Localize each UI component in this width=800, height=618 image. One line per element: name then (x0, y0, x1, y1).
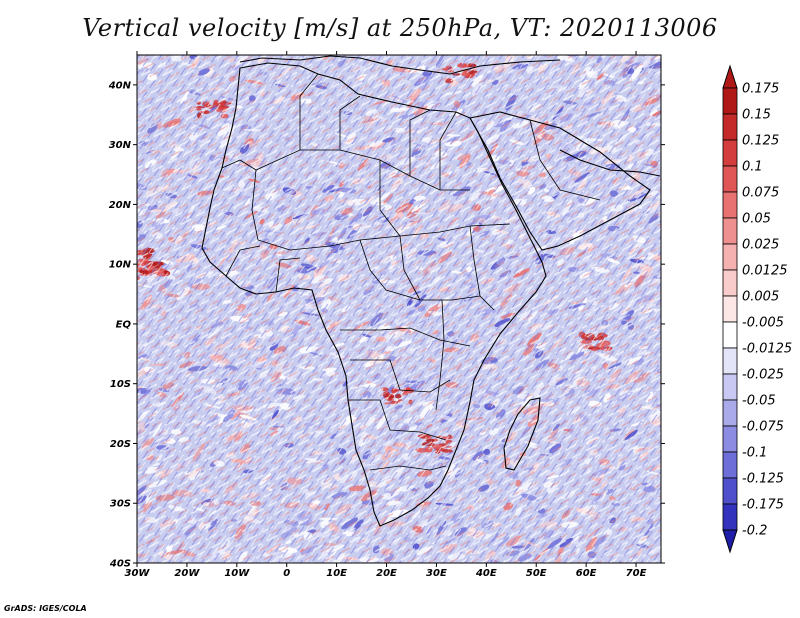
lon-tick-label: 20E (376, 568, 397, 579)
colorbar-swatch (722, 477, 738, 505)
lon-tick-label: 10E (326, 568, 347, 579)
lon-tick-label: 40E (475, 568, 497, 579)
colorbar-label: 0.125 (742, 134, 779, 149)
colorbar-swatch (722, 321, 738, 349)
colorbar-swatch (722, 425, 738, 453)
colorbar-label: 0.005 (742, 290, 779, 305)
colorbar-label: 0.15 (742, 108, 771, 123)
colorbar-swatch (722, 165, 738, 193)
border-line (348, 399, 447, 441)
lat-tick-label: 20S (110, 439, 131, 450)
border-line (435, 299, 445, 411)
colorbar-bottom-cap (722, 529, 738, 554)
colorbar-swatch (722, 269, 738, 297)
persian-coastline (559, 149, 661, 177)
colorbar-top-cap (722, 64, 738, 89)
colorbar-swatch (722, 243, 738, 271)
colorbar-label: 0.175 (742, 82, 779, 97)
border-line (439, 111, 457, 190)
colorbar-swatch (722, 87, 738, 115)
colorbar-swatch (722, 451, 738, 479)
colorbar-label: -0.075 (742, 420, 784, 435)
colorbar-label: -0.175 (742, 498, 784, 513)
lat-tick-label: 10S (110, 379, 131, 390)
border-line (350, 359, 451, 393)
lat-tick-label: 10N (109, 260, 132, 271)
lat-tick-label: EQ (116, 319, 132, 330)
lon-tick-label: 20W (174, 568, 200, 579)
arabia-coastline (469, 111, 651, 251)
border-line (275, 257, 301, 293)
colorbar-label: 0.05 (742, 212, 771, 227)
border-line (299, 73, 319, 150)
border-line (251, 169, 511, 251)
colorbar-swatch (722, 347, 738, 375)
credit-text: GrADS: IGES/COLA (4, 604, 87, 613)
colorbar-label: 0.0125 (742, 264, 788, 279)
colorbar-label: -0.2 (742, 524, 767, 539)
europe-coastline (239, 55, 561, 75)
colorbar-label: -0.025 (742, 368, 784, 383)
lat-tick-label: 30S (110, 499, 131, 510)
colorbar-swatch (722, 191, 738, 219)
border-line (399, 235, 421, 301)
colorbar-label: -0.005 (742, 316, 784, 331)
colorbar-label: -0.05 (742, 394, 776, 409)
madagascar-coastline (503, 397, 541, 471)
colorbar: 0.175 0.15 0.125 0.1 0.075 0.05 0.025 0.0125 0.0… (722, 64, 792, 554)
field-cell-strong (130, 256, 136, 261)
border-line (339, 95, 361, 150)
colorbar-swatch (722, 399, 738, 427)
border-line (340, 327, 471, 347)
colorbar-swatch (722, 217, 738, 245)
border-line (359, 239, 481, 301)
colorbar-label: 0.075 (742, 186, 779, 201)
lon-tick-label: 30W (125, 568, 151, 579)
colorbar-swatch (722, 113, 738, 141)
colorbar-swatch (722, 373, 738, 401)
border-line (221, 159, 257, 171)
border-line (469, 225, 495, 311)
colorbar-label: -0.1 (742, 446, 767, 461)
lon-tick-label: 10W (224, 568, 250, 579)
field-cell-strong (132, 255, 136, 260)
lat-tick-label: 40N (108, 80, 132, 91)
colorbar-swatch (722, 295, 738, 323)
lon-tick-label: 50E (526, 568, 547, 579)
lon-tick-label: 60E (576, 568, 597, 579)
lon-tick-label: 0 (283, 568, 290, 579)
plot-frame (136, 54, 662, 564)
border-line (409, 109, 431, 176)
field-texture-blue (137, 55, 661, 563)
colorbar-label: 0.1 (742, 160, 763, 175)
lat-tick-label: 40S (109, 559, 131, 570)
lat-tick-label: 30N (109, 140, 132, 151)
colorbar-swatch (722, 503, 738, 531)
country-borders (221, 73, 601, 471)
colorbar-swatch (722, 139, 738, 167)
colorbar-label: -0.0125 (742, 342, 792, 357)
border-line (529, 119, 601, 201)
colorbar-label: -0.125 (742, 472, 784, 487)
map-title: Vertical velocity [m/s] at 250hPa, VT: 2… (82, 14, 718, 42)
border-line (369, 465, 447, 471)
colorbar-label: 0.025 (742, 238, 779, 253)
border-line (225, 245, 261, 277)
lon-tick-label: 30E (426, 568, 447, 579)
coastlines (201, 55, 661, 527)
lat-tick-label: 20N (109, 200, 132, 211)
lon-tick-label: 70E (626, 568, 647, 579)
border-line (379, 160, 401, 237)
